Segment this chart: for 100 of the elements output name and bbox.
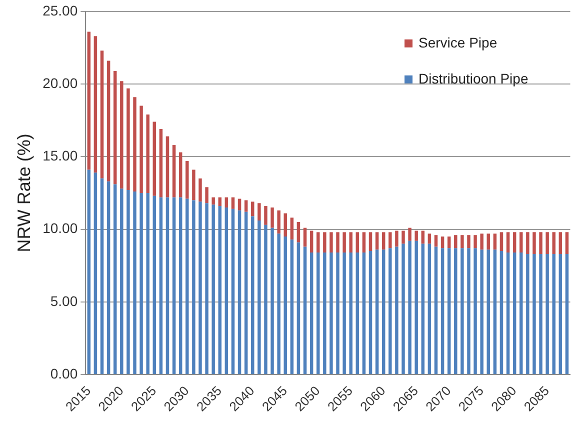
- bar: [258, 220, 261, 374]
- bar: [172, 197, 176, 374]
- bar: [552, 254, 556, 374]
- bar: [330, 232, 333, 253]
- bar: [258, 203, 261, 221]
- bar: [87, 32, 91, 170]
- bar: [558, 232, 562, 254]
- bar: [133, 97, 136, 192]
- bar: [388, 248, 392, 374]
- bar: [408, 228, 412, 241]
- bar: [512, 252, 516, 374]
- bar: [440, 248, 444, 374]
- y-tick-label: 20.00: [42, 74, 78, 91]
- bar: [198, 202, 202, 374]
- bar: [506, 252, 510, 374]
- bar: [434, 235, 438, 247]
- bar: [552, 232, 556, 254]
- bar: [460, 248, 464, 374]
- bar: [231, 197, 235, 209]
- bar: [539, 232, 542, 254]
- bar: [244, 212, 248, 374]
- bar: [192, 170, 196, 200]
- bar: [486, 234, 490, 250]
- bar: [218, 197, 222, 206]
- y-axis-title: NRW Rate (%): [14, 134, 34, 252]
- bar: [467, 248, 470, 374]
- bar: [100, 50, 104, 178]
- bar: [140, 106, 143, 193]
- bar: [447, 248, 451, 374]
- bar: [310, 230, 314, 253]
- bar: [264, 224, 268, 374]
- y-tick-label: 10.00: [42, 220, 78, 236]
- bar: [100, 178, 104, 374]
- bar: [362, 232, 366, 253]
- bar: [238, 198, 242, 210]
- bar: [356, 232, 360, 253]
- y-tick-label: 5.00: [50, 292, 78, 309]
- bar: [277, 234, 280, 374]
- bar: [467, 235, 470, 248]
- bar: [126, 190, 130, 374]
- bar: [460, 235, 464, 248]
- bar: [520, 252, 523, 374]
- bar: [303, 246, 307, 374]
- bar: [493, 250, 497, 374]
- bar: [375, 250, 379, 374]
- bar: [362, 252, 366, 374]
- bar: [106, 181, 110, 374]
- bar: [323, 252, 326, 374]
- bar: [565, 254, 569, 374]
- bar: [244, 200, 248, 212]
- bar: [500, 251, 504, 374]
- y-tick-label: 25.00: [42, 2, 78, 18]
- bar: [296, 222, 300, 242]
- bar: [146, 192, 150, 374]
- bar: [414, 240, 418, 374]
- bar: [159, 197, 163, 374]
- bar: [342, 232, 346, 253]
- bar: [87, 170, 91, 374]
- bar: [336, 232, 340, 253]
- bar: [290, 218, 294, 240]
- bar: [212, 197, 215, 205]
- bar: [238, 210, 242, 374]
- bar: [178, 197, 182, 374]
- bar: [323, 232, 326, 253]
- bar: [270, 207, 274, 228]
- bar: [342, 252, 346, 374]
- bar: [526, 254, 530, 374]
- bar: [395, 230, 398, 247]
- bar: [539, 254, 542, 374]
- bar: [284, 236, 287, 374]
- bar: [106, 60, 110, 182]
- bar: [212, 204, 215, 374]
- bar: [506, 232, 510, 253]
- bar: [349, 232, 352, 253]
- bar: [428, 234, 432, 244]
- bar: [251, 202, 254, 216]
- bar: [140, 192, 143, 374]
- bar: [375, 232, 379, 250]
- bar: [284, 213, 287, 237]
- bar: [434, 246, 438, 374]
- bar: [336, 252, 340, 374]
- bar: [546, 254, 549, 374]
- y-tick-label: 0.00: [50, 365, 78, 382]
- bar: [388, 232, 392, 248]
- bar: [440, 236, 444, 248]
- bar: [382, 250, 386, 374]
- bar: [94, 36, 98, 173]
- bar: [152, 196, 156, 374]
- bar: [500, 232, 504, 252]
- bar: [186, 198, 189, 374]
- bar: [454, 248, 458, 374]
- bar: [546, 232, 549, 254]
- bar: [192, 200, 196, 374]
- bar: [126, 88, 130, 190]
- bar: [493, 234, 497, 250]
- bar: [532, 254, 536, 374]
- bar: [395, 246, 398, 374]
- bar: [526, 232, 530, 254]
- bar: [480, 234, 484, 250]
- bar: [316, 232, 320, 253]
